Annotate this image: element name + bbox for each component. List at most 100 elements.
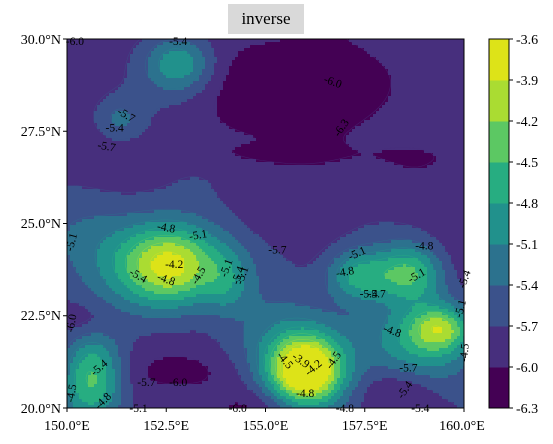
contour-band-cell xyxy=(451,327,461,331)
contour-band-cell xyxy=(352,156,377,160)
contour-band-cell xyxy=(106,369,116,373)
contour-band-cell xyxy=(130,375,149,379)
contour-band-cell xyxy=(436,270,446,274)
contour-band-cell xyxy=(154,270,185,274)
x-tick-label: 157.5°E xyxy=(342,419,388,434)
contour-band-cell xyxy=(397,294,422,298)
contour-band-cell xyxy=(67,330,191,334)
contour-band-cell xyxy=(235,279,245,283)
contour-band-cell xyxy=(304,327,332,331)
contour-band-cell xyxy=(190,330,197,334)
contour-band-cell xyxy=(160,60,194,64)
contour-band-cell xyxy=(355,387,368,391)
contour-band-cell xyxy=(151,51,170,55)
contour-band-cell xyxy=(448,288,464,292)
contour-band-cell xyxy=(283,363,332,367)
contour-band-cell xyxy=(268,330,287,334)
contour-band-cell xyxy=(196,45,212,49)
contour-band-cell xyxy=(67,63,128,67)
contour-band-cell xyxy=(379,108,464,112)
contour-band-cell xyxy=(133,345,221,349)
contour-band-cell xyxy=(442,327,452,331)
contour-band-cell xyxy=(244,339,263,343)
contour-band-cell xyxy=(427,165,464,169)
contour-band-cell xyxy=(136,282,155,286)
contour-band-cell xyxy=(148,57,164,61)
contour-band-cell xyxy=(76,372,92,376)
contour-band-cell xyxy=(67,273,80,277)
contour-band-cell xyxy=(154,282,185,286)
contour-band-cell xyxy=(160,66,194,70)
contour-band-cell xyxy=(436,237,464,241)
contour-band-cell xyxy=(349,312,392,316)
contour-band-cell xyxy=(460,282,464,286)
contour-band-cell xyxy=(256,267,329,271)
contour-band-cell xyxy=(205,66,215,70)
contour-band-cell xyxy=(139,336,212,340)
contour-band-cell xyxy=(82,336,110,340)
contour-band-cell xyxy=(253,231,353,235)
contour-band-cell xyxy=(223,228,251,232)
contour-band-cell xyxy=(418,345,449,349)
contour-band-cell xyxy=(133,396,260,400)
contour-band-cell xyxy=(349,396,365,400)
contour-band-cell xyxy=(283,381,287,385)
colorbar-swatch xyxy=(489,121,509,163)
contour-band-cell xyxy=(232,234,260,238)
contour-band-cell xyxy=(232,267,245,271)
contour-band-cell xyxy=(274,351,281,355)
contour-band-cell xyxy=(214,63,233,67)
contour-band-cell xyxy=(121,381,131,385)
contour-band-cell xyxy=(361,405,458,408)
contour-band-cell xyxy=(148,369,209,373)
contour-band-cell xyxy=(172,252,194,256)
contour-band-cell xyxy=(412,339,425,343)
contour-band-cell xyxy=(244,279,260,283)
contour-band-cell xyxy=(328,288,344,292)
contour-band-cell xyxy=(286,378,329,382)
contour-band-cell xyxy=(448,399,464,403)
contour-band-cell xyxy=(370,117,464,121)
contour-band-cell xyxy=(67,189,101,193)
contour-band-cell xyxy=(208,255,224,259)
contour-band-cell xyxy=(205,282,233,286)
contour-band-cell xyxy=(337,240,392,244)
contour-band-cell xyxy=(67,288,92,292)
contour-band-cell xyxy=(148,372,212,376)
contour-band-cell xyxy=(184,258,197,262)
contour-band-cell xyxy=(430,234,464,238)
contour-line xyxy=(67,39,464,408)
contour-band-cell xyxy=(271,381,278,385)
contour-band-cell xyxy=(442,312,455,316)
contour-band-cell xyxy=(400,333,410,337)
contour-band-cell xyxy=(136,234,197,238)
contour-band-cell xyxy=(316,258,335,262)
contour-band-cell xyxy=(328,285,341,289)
contour-band-cell xyxy=(67,108,98,112)
contour-band-cell xyxy=(334,366,341,370)
contour-band-cell xyxy=(340,270,350,274)
contour-band-cell xyxy=(244,324,275,328)
contour-band-cell xyxy=(97,108,161,112)
contour-band-cell xyxy=(238,240,266,244)
contour-band-cell xyxy=(232,249,248,253)
contour-band-cell xyxy=(391,309,413,313)
contour-band-cell xyxy=(166,276,173,280)
contour-band-cell xyxy=(127,255,143,259)
contour-band-cell xyxy=(109,351,119,355)
contour-band-cell xyxy=(346,369,356,373)
contour-label: -5.4 xyxy=(169,36,187,48)
contour-band-cell xyxy=(82,279,107,283)
contour-band-cell xyxy=(121,243,140,247)
contour-band-cell xyxy=(346,291,389,295)
contour-band-cell xyxy=(259,369,266,373)
contour-band-cell xyxy=(271,366,278,370)
contour-band-cell xyxy=(385,327,401,331)
contour-band-cell xyxy=(115,90,203,94)
contour-band-cell xyxy=(340,159,386,163)
contour-band-cell xyxy=(334,348,344,352)
contour-band-cell xyxy=(259,234,347,238)
contour-band-cell xyxy=(382,330,401,334)
contour-band-cell xyxy=(364,396,443,400)
contour-band-cell xyxy=(205,63,215,67)
